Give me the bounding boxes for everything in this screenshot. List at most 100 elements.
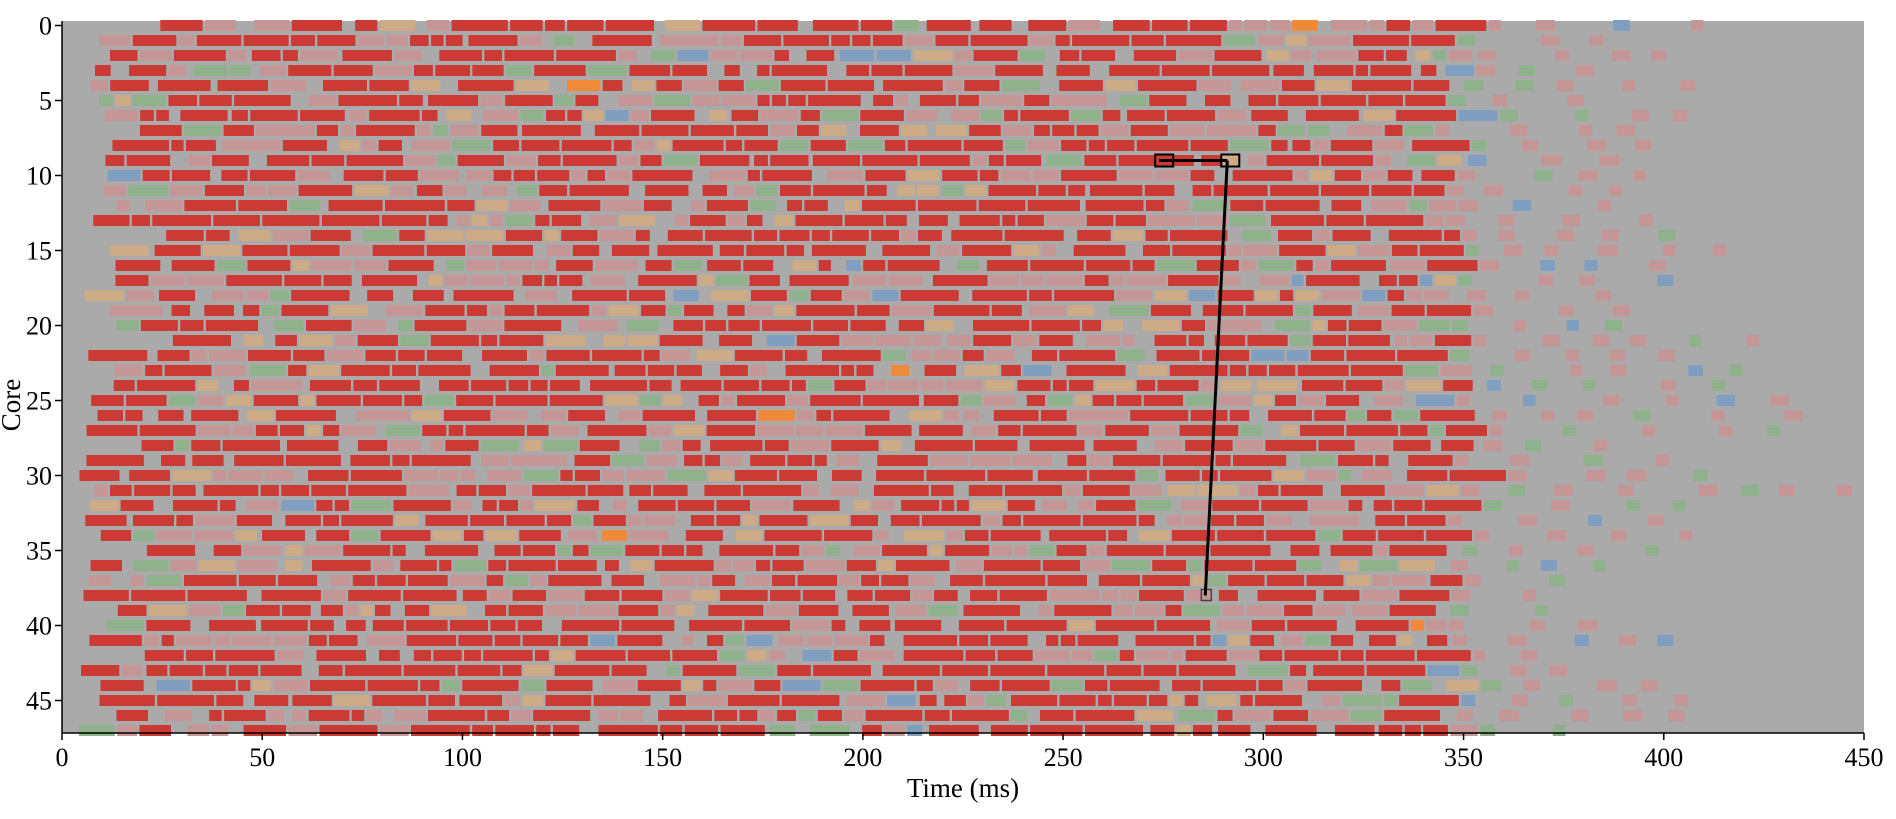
task-block [645, 185, 689, 196]
task-block [1229, 215, 1266, 226]
task-block [1321, 695, 1341, 706]
task-block [1113, 605, 1133, 616]
task-block [1647, 515, 1664, 526]
task-block [649, 380, 672, 391]
task-block [213, 215, 260, 226]
task-block [699, 275, 714, 286]
task-block [1287, 620, 1337, 631]
task-block [1222, 605, 1244, 616]
task-block [385, 200, 445, 211]
task-block [431, 605, 467, 616]
task-block [897, 185, 915, 196]
task-block [736, 125, 768, 136]
task-block [223, 125, 254, 136]
task-block [567, 20, 604, 31]
task-block [411, 725, 470, 736]
task-block [952, 710, 1009, 721]
task-block [1046, 215, 1085, 226]
task-block [357, 35, 385, 46]
task-block [714, 710, 738, 721]
task-block [1316, 80, 1350, 91]
task-block [1176, 725, 1191, 736]
task-block [673, 290, 699, 301]
task-block [637, 680, 681, 691]
task-block [1357, 245, 1390, 256]
task-block [1481, 680, 1502, 691]
task-block [663, 395, 683, 406]
task-block [198, 560, 236, 571]
task-block [1169, 365, 1228, 376]
task-block [590, 275, 625, 286]
task-block [1452, 320, 1469, 331]
task-block [1386, 50, 1407, 61]
task-block [1001, 80, 1040, 91]
task-block [1152, 20, 1188, 31]
task-block [1135, 605, 1164, 616]
task-block [1509, 455, 1530, 466]
task-block [772, 95, 786, 106]
y-tick-label: 25 [26, 387, 52, 416]
task-block [933, 350, 961, 361]
task-block [754, 230, 778, 241]
task-block [246, 605, 280, 616]
task-block [1092, 395, 1114, 406]
task-block [1291, 275, 1304, 286]
task-block [1112, 455, 1161, 466]
task-block [1088, 455, 1111, 466]
task-block [1075, 710, 1135, 721]
task-block [712, 575, 736, 586]
task-block [854, 500, 870, 511]
task-block [1306, 575, 1344, 586]
task-block [590, 380, 648, 391]
task-block [1317, 530, 1341, 541]
task-block [1340, 485, 1385, 496]
task-block [1480, 725, 1496, 736]
task-block [1102, 590, 1119, 601]
task-block [780, 80, 826, 91]
task-block [1412, 140, 1470, 151]
task-block [171, 140, 184, 151]
task-marks [79, 20, 1853, 736]
task-block [944, 410, 959, 421]
task-block [1330, 635, 1354, 646]
task-block [253, 395, 299, 406]
task-block [577, 500, 599, 511]
task-block [1023, 365, 1052, 376]
task-block [1012, 455, 1053, 466]
task-block [1420, 275, 1433, 286]
x-tick-label: 150 [643, 743, 682, 772]
task-block [562, 155, 617, 166]
task-block [1698, 485, 1718, 496]
task-block [698, 395, 719, 406]
task-block [852, 605, 889, 616]
task-block [1374, 545, 1388, 556]
task-block [465, 425, 525, 436]
task-block [1435, 125, 1450, 136]
task-block [172, 485, 196, 496]
task-block [107, 170, 141, 181]
task-block [1143, 245, 1170, 256]
task-block [656, 80, 682, 91]
task-block [826, 545, 840, 556]
task-block [440, 470, 459, 481]
task-block [1579, 125, 1593, 136]
task-block [425, 515, 468, 526]
task-block [1280, 485, 1323, 496]
task-block [1031, 350, 1057, 361]
task-block [204, 305, 234, 316]
task-block [699, 155, 750, 166]
task-block [798, 605, 839, 616]
task-block [1665, 395, 1679, 406]
task-block [924, 365, 957, 376]
task-block [981, 110, 1002, 121]
task-block [1559, 695, 1573, 706]
task-block [814, 455, 827, 466]
task-block [757, 425, 794, 436]
task-block [160, 20, 203, 31]
task-block [955, 50, 972, 61]
task-block [1351, 365, 1403, 376]
task-block [569, 185, 629, 196]
task-block [268, 710, 285, 721]
y-tick-label: 30 [26, 462, 52, 491]
